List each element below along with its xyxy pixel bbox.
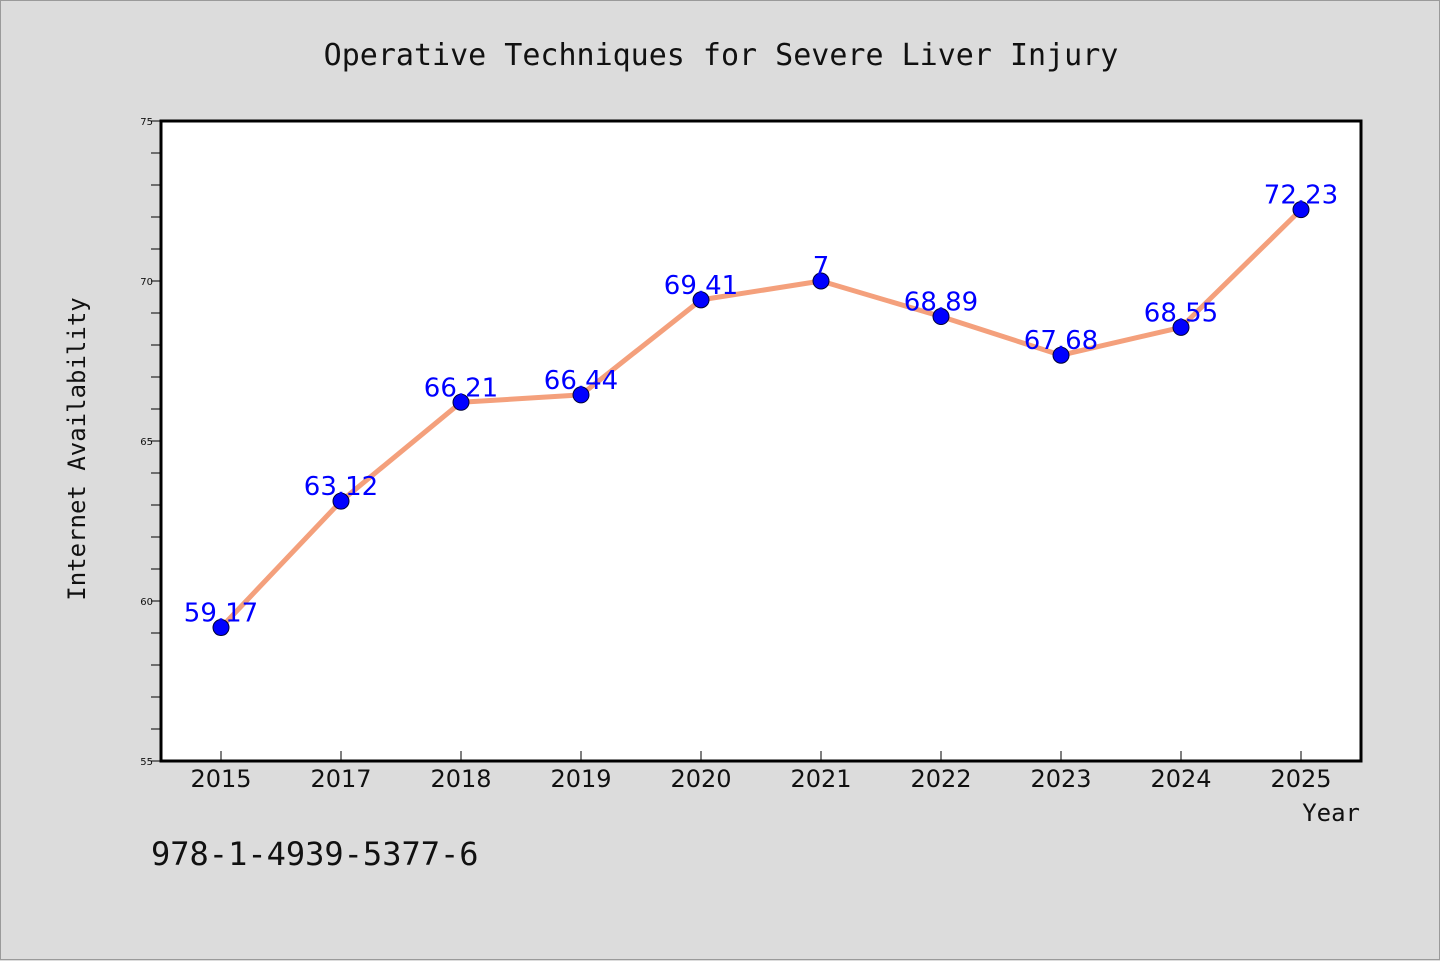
series-line bbox=[218, 207, 1304, 631]
data-label: 66.21 bbox=[424, 373, 498, 403]
isbn-text: 978-1-4939-5377-6 bbox=[151, 835, 479, 873]
data-point bbox=[452, 393, 470, 411]
data-point bbox=[572, 386, 590, 404]
x-tick-label: 2021 bbox=[790, 765, 851, 793]
data-label: 72.23 bbox=[1264, 181, 1338, 211]
y-tick-label: 70 bbox=[140, 277, 153, 288]
x-tick-label: 2020 bbox=[670, 765, 731, 793]
x-tick-label: 2019 bbox=[550, 765, 611, 793]
x-tick-label: 2025 bbox=[1270, 765, 1331, 793]
y-tick-label: 55 bbox=[140, 757, 153, 768]
x-tick-label: 2022 bbox=[910, 765, 971, 793]
data-labels-layer: 59.17 63.12 66.21 66.44 69.41 7 68.89 67.68 68.5… bbox=[184, 181, 1338, 629]
data-label: 68.55 bbox=[1144, 298, 1218, 328]
data-label: 59.17 bbox=[184, 599, 258, 629]
chart-title: Operative Techniques for Severe Liver In… bbox=[324, 38, 1119, 73]
x-tick-label: 2018 bbox=[430, 765, 491, 793]
y-tick-label: 65 bbox=[140, 437, 153, 448]
plot-area bbox=[159, 119, 1363, 763]
x-axis-ticks: 2015 2017 2018 2019 2020 2021 2022 2023 2024 2025 bbox=[190, 751, 1332, 793]
x-tick-label: 2024 bbox=[1150, 765, 1211, 793]
data-point bbox=[332, 492, 350, 510]
data-label: 68.89 bbox=[904, 288, 978, 318]
data-point bbox=[1292, 201, 1310, 219]
data-point bbox=[692, 291, 710, 309]
series-layer bbox=[212, 201, 1310, 637]
data-label: 63.12 bbox=[304, 472, 378, 502]
data-label: 69.41 bbox=[664, 271, 738, 301]
data-point bbox=[812, 272, 830, 290]
data-point bbox=[932, 308, 950, 326]
x-tick-label: 2017 bbox=[310, 765, 371, 793]
data-point bbox=[1172, 318, 1190, 336]
data-label: 7 bbox=[813, 252, 830, 282]
y-tick-label: 75 bbox=[140, 117, 153, 128]
data-label: 66.44 bbox=[544, 366, 618, 396]
x-tick-label: 2015 bbox=[190, 765, 251, 793]
x-axis-title: Year bbox=[1302, 799, 1360, 827]
data-point bbox=[212, 619, 230, 637]
y-axis-title: Internet Availability bbox=[63, 297, 91, 600]
y-tick-label: 60 bbox=[140, 597, 153, 608]
data-label: 67.68 bbox=[1024, 326, 1098, 356]
data-point bbox=[1052, 346, 1070, 364]
x-tick-label: 2023 bbox=[1030, 765, 1091, 793]
y-axis-ticks: 55 60 65 70 75 bbox=[140, 117, 161, 768]
